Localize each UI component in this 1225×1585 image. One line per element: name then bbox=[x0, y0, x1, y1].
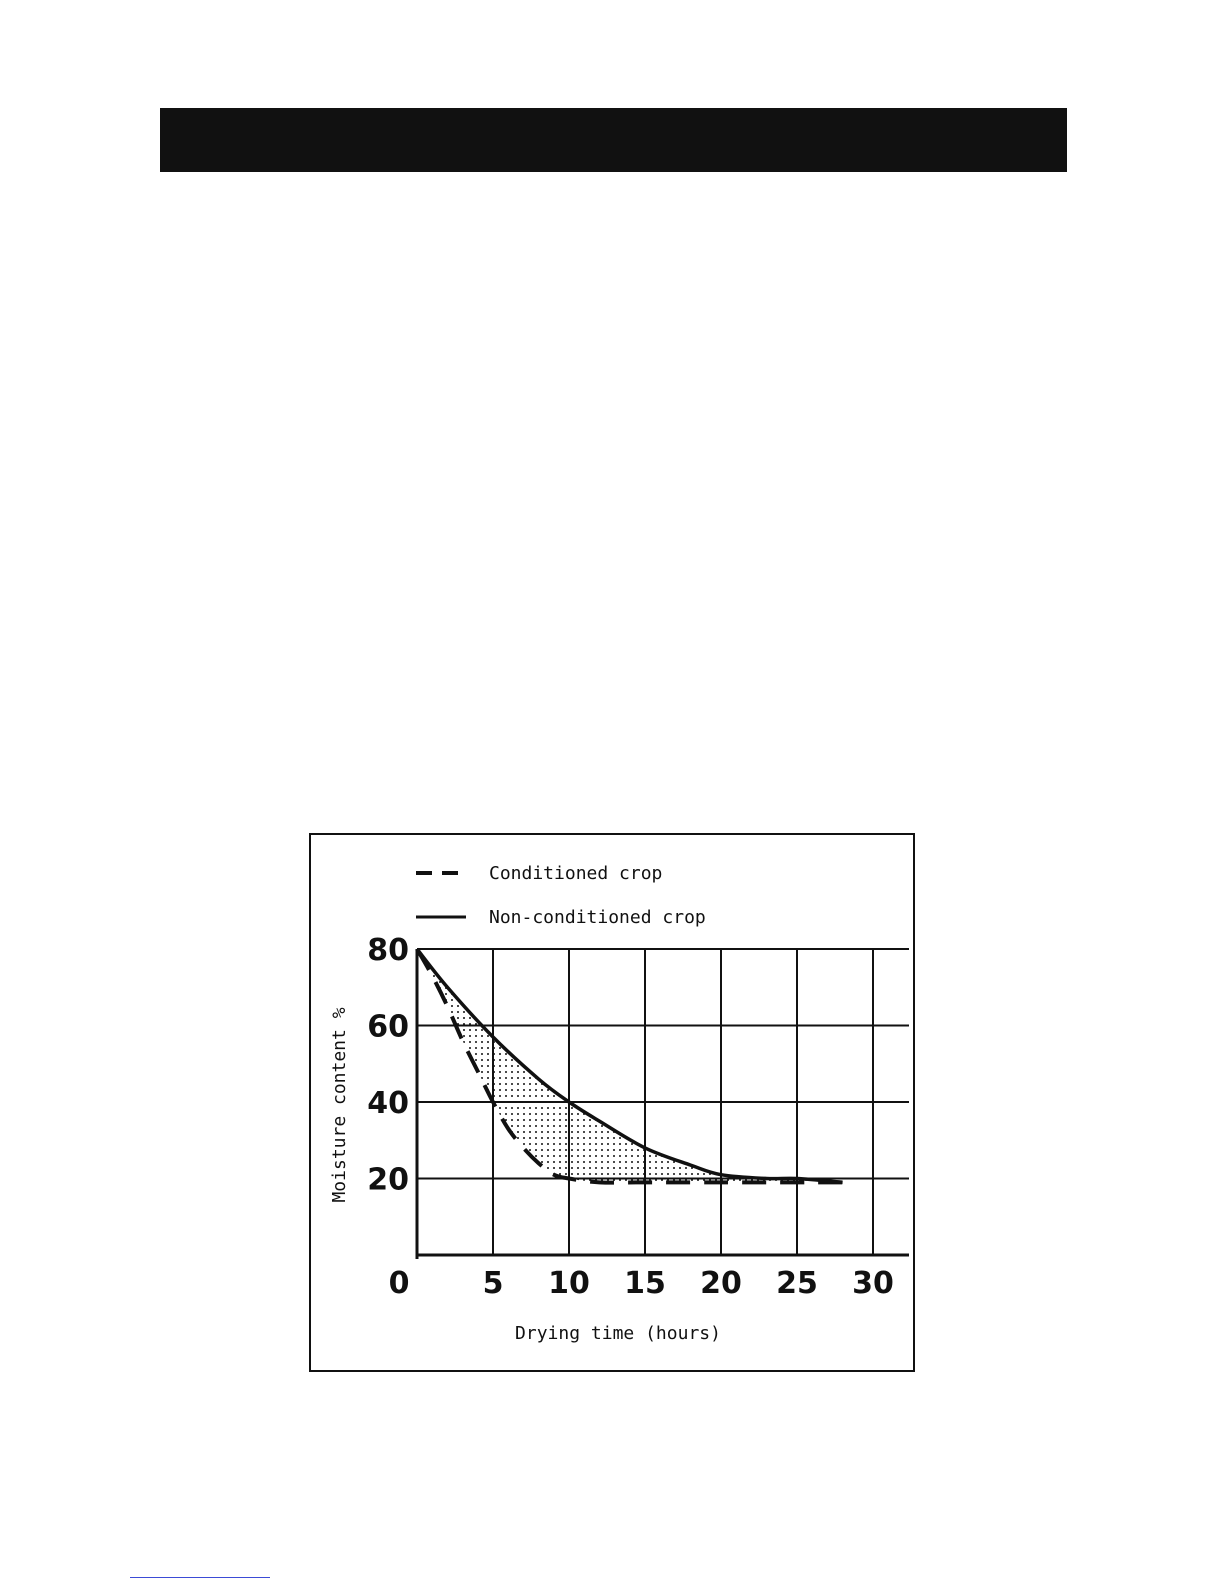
y-tick-label: 80 bbox=[367, 933, 409, 968]
footer-link-underline bbox=[130, 1577, 270, 1578]
figure-frame: Conditioned crop Non-conditioned crop 0 5… bbox=[309, 833, 915, 1372]
y-tick-label: 20 bbox=[367, 1163, 409, 1198]
x-axis-label: Drying time (hours) bbox=[515, 1323, 721, 1344]
tick-labels: 0 5 10 15 20 25 30 20 40 60 80 bbox=[367, 933, 894, 1301]
header-bar bbox=[160, 108, 1067, 172]
axes bbox=[415, 949, 909, 1259]
x-tick-label: 30 bbox=[852, 1266, 894, 1301]
legend-label-conditioned: Conditioned crop bbox=[489, 863, 662, 884]
y-axis-label: Moisture content % bbox=[329, 1007, 350, 1202]
y-tick-label: 60 bbox=[367, 1010, 409, 1045]
y-tick-label: 40 bbox=[367, 1086, 409, 1121]
series-line-conditioned bbox=[415, 948, 843, 1185]
x-tick-label: 5 bbox=[483, 1266, 504, 1301]
x-tick-label: 15 bbox=[624, 1266, 666, 1301]
shaded-region bbox=[417, 949, 843, 1183]
legend-label-nonconditioned: Non-conditioned crop bbox=[489, 907, 706, 928]
series-line-nonconditioned bbox=[415, 947, 843, 1185]
x-tick-label: 25 bbox=[776, 1266, 818, 1301]
x-tick-label: 10 bbox=[548, 1266, 590, 1301]
chart: Conditioned crop Non-conditioned crop 0 5… bbox=[329, 863, 909, 1344]
legend: Conditioned crop Non-conditioned crop bbox=[416, 863, 706, 928]
x-tick-label: 20 bbox=[700, 1266, 742, 1301]
x-tick-label: 0 bbox=[389, 1266, 410, 1301]
